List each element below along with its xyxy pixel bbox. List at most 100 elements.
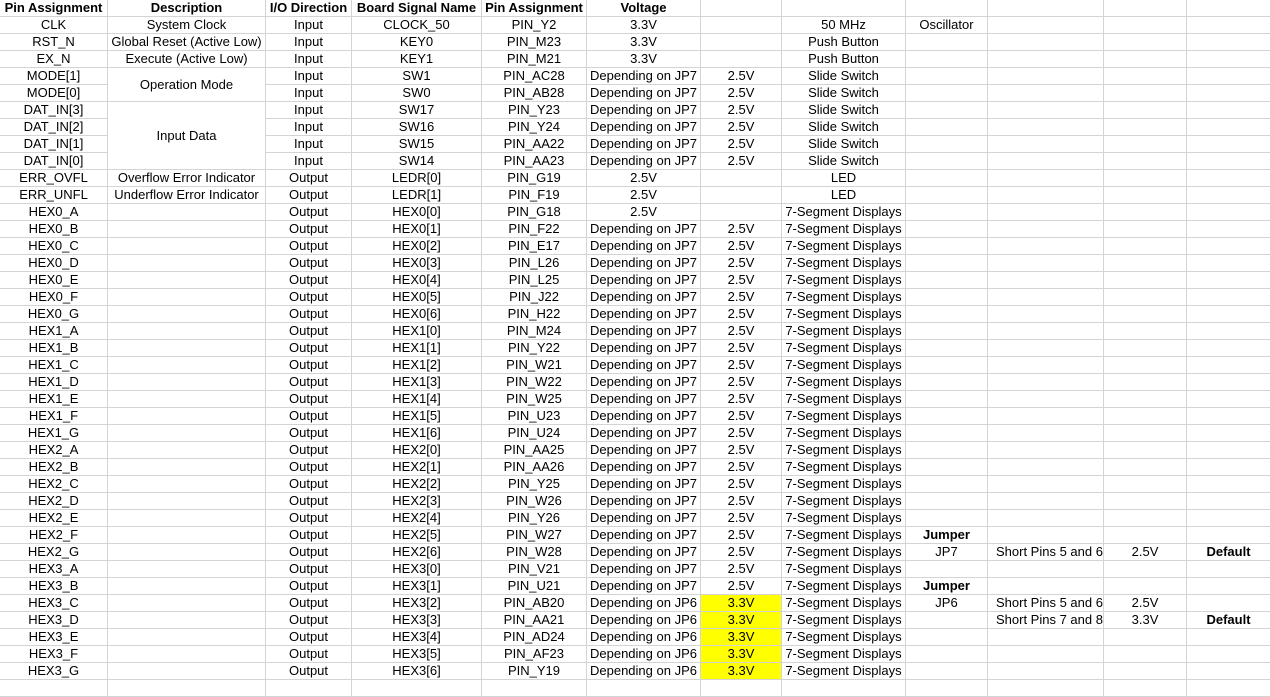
cell-usage[interactable]: 7-Segment Displays bbox=[782, 663, 906, 680]
cell-pin-name[interactable]: HEX1_B bbox=[0, 340, 108, 357]
cell-description[interactable] bbox=[108, 425, 266, 442]
cell-usage[interactable]: Slide Switch bbox=[782, 119, 906, 136]
cell-usage-extra[interactable] bbox=[906, 459, 988, 476]
cell-io-direction[interactable]: Output bbox=[266, 561, 352, 578]
cell-jumper-voltage[interactable] bbox=[1104, 374, 1187, 391]
cell-pin-name[interactable]: HEX3_D bbox=[0, 612, 108, 629]
cell-jumper-config[interactable] bbox=[988, 136, 1104, 153]
cell-board-signal[interactable]: SW14 bbox=[352, 153, 482, 170]
cell-jumper-default[interactable] bbox=[1187, 289, 1270, 306]
cell-board-signal[interactable]: HEX2[1] bbox=[352, 459, 482, 476]
cell-pin-name[interactable]: HEX1_D bbox=[0, 374, 108, 391]
cell-jumper-voltage[interactable] bbox=[1104, 680, 1187, 697]
cell-io-direction[interactable]: Output bbox=[266, 221, 352, 238]
cell-description[interactable]: Underflow Error Indicator bbox=[108, 187, 266, 204]
cell-usage[interactable]: 7-Segment Displays bbox=[782, 221, 906, 238]
cell-voltage[interactable]: Depending on JP6 bbox=[587, 646, 701, 663]
cell-jumper-voltage[interactable] bbox=[1104, 663, 1187, 680]
cell-jumper-config[interactable] bbox=[988, 391, 1104, 408]
cell-voltage[interactable]: Depending on JP7 bbox=[587, 476, 701, 493]
cell-jumper-voltage[interactable] bbox=[1104, 425, 1187, 442]
cell-description[interactable] bbox=[108, 340, 266, 357]
cell-jumper-voltage[interactable] bbox=[1104, 187, 1187, 204]
cell-voltage-value[interactable]: 3.3V bbox=[701, 612, 782, 629]
cell-usage-extra[interactable] bbox=[906, 204, 988, 221]
cell-jumper-voltage[interactable] bbox=[1104, 629, 1187, 646]
cell-jumper-config[interactable] bbox=[988, 221, 1104, 238]
cell-usage[interactable]: 7-Segment Displays bbox=[782, 612, 906, 629]
cell-jumper-default[interactable] bbox=[1187, 442, 1270, 459]
cell-usage[interactable]: 7-Segment Displays bbox=[782, 255, 906, 272]
cell-description[interactable] bbox=[108, 204, 266, 221]
cell-io-direction[interactable]: Output bbox=[266, 629, 352, 646]
cell-board-signal[interactable]: HEX1[4] bbox=[352, 391, 482, 408]
cell-jumper-config[interactable] bbox=[988, 323, 1104, 340]
cell-pin-assignment[interactable]: PIN_M21 bbox=[482, 51, 587, 68]
cell-board-signal[interactable]: KEY1 bbox=[352, 51, 482, 68]
cell-board-signal[interactable]: HEX2[4] bbox=[352, 510, 482, 527]
cell-io-direction[interactable]: Output bbox=[266, 442, 352, 459]
cell-pin-assignment[interactable]: PIN_AF23 bbox=[482, 646, 587, 663]
cell-io-direction[interactable]: Input bbox=[266, 34, 352, 51]
cell-jumper-default[interactable] bbox=[1187, 425, 1270, 442]
cell-pin-assignment[interactable]: PIN_M24 bbox=[482, 323, 587, 340]
cell-voltage[interactable]: Depending on JP7 bbox=[587, 408, 701, 425]
cell-voltage-value[interactable]: 2.5V bbox=[701, 272, 782, 289]
cell-jumper-config[interactable] bbox=[988, 204, 1104, 221]
cell-usage-extra[interactable] bbox=[906, 255, 988, 272]
cell-pin-name[interactable]: DAT_IN[0] bbox=[0, 153, 108, 170]
cell-jumper-voltage[interactable] bbox=[1104, 153, 1187, 170]
cell-pin-assignment[interactable]: PIN_AB28 bbox=[482, 85, 587, 102]
cell-io-direction[interactable]: Input bbox=[266, 119, 352, 136]
cell-jumper-config[interactable] bbox=[988, 68, 1104, 85]
cell-pin-name[interactable]: HEX3_F bbox=[0, 646, 108, 663]
header-usage[interactable] bbox=[782, 0, 906, 17]
cell-jumper-voltage[interactable] bbox=[1104, 476, 1187, 493]
cell-jumper-default[interactable] bbox=[1187, 102, 1270, 119]
cell-description[interactable] bbox=[108, 272, 266, 289]
header-board-signal[interactable]: Board Signal Name bbox=[352, 0, 482, 17]
cell-voltage-value[interactable]: 2.5V bbox=[701, 221, 782, 238]
merged-cell-operation-mode[interactable]: Operation Mode bbox=[108, 68, 266, 102]
cell-pin-name[interactable]: MODE[0] bbox=[0, 85, 108, 102]
cell-jumper-voltage[interactable] bbox=[1104, 442, 1187, 459]
cell-jumper-voltage[interactable]: 2.5V bbox=[1104, 544, 1187, 561]
cell-pin-assignment[interactable]: PIN_AA26 bbox=[482, 459, 587, 476]
cell-board-signal[interactable] bbox=[352, 680, 482, 697]
cell-jumper-voltage[interactable] bbox=[1104, 221, 1187, 238]
cell-description[interactable] bbox=[108, 595, 266, 612]
cell-pin-assignment[interactable] bbox=[482, 680, 587, 697]
cell-voltage[interactable]: Depending on JP6 bbox=[587, 663, 701, 680]
cell-jumper-default[interactable] bbox=[1187, 493, 1270, 510]
cell-description[interactable] bbox=[108, 629, 266, 646]
cell-usage[interactable]: 7-Segment Displays bbox=[782, 459, 906, 476]
cell-jumper-default[interactable] bbox=[1187, 68, 1270, 85]
cell-jumper-default[interactable] bbox=[1187, 510, 1270, 527]
cell-description[interactable] bbox=[108, 442, 266, 459]
cell-voltage-value[interactable]: 2.5V bbox=[701, 408, 782, 425]
cell-usage-extra[interactable] bbox=[906, 238, 988, 255]
cell-voltage-value[interactable]: 2.5V bbox=[701, 561, 782, 578]
cell-usage[interactable]: Slide Switch bbox=[782, 102, 906, 119]
cell-io-direction[interactable]: Output bbox=[266, 340, 352, 357]
cell-pin-name[interactable]: EX_N bbox=[0, 51, 108, 68]
cell-voltage[interactable]: Depending on JP7 bbox=[587, 578, 701, 595]
cell-jumper-voltage[interactable] bbox=[1104, 170, 1187, 187]
cell-jumper-config[interactable] bbox=[988, 340, 1104, 357]
cell-io-direction[interactable]: Output bbox=[266, 374, 352, 391]
cell-jumper-config[interactable] bbox=[988, 102, 1104, 119]
cell-usage-extra[interactable] bbox=[906, 408, 988, 425]
cell-voltage[interactable]: Depending on JP7 bbox=[587, 289, 701, 306]
cell-pin-name[interactable]: MODE[1] bbox=[0, 68, 108, 85]
cell-jumper-voltage[interactable] bbox=[1104, 306, 1187, 323]
cell-jumper-config[interactable] bbox=[988, 187, 1104, 204]
cell-voltage[interactable]: Depending on JP7 bbox=[587, 510, 701, 527]
cell-usage[interactable]: 7-Segment Displays bbox=[782, 629, 906, 646]
cell-usage-extra[interactable] bbox=[906, 51, 988, 68]
cell-jumper-config[interactable]: Short Pins 5 and 6 bbox=[988, 544, 1104, 561]
cell-board-signal[interactable]: HEX2[3] bbox=[352, 493, 482, 510]
cell-board-signal[interactable]: HEX1[5] bbox=[352, 408, 482, 425]
cell-io-direction[interactable]: Output bbox=[266, 357, 352, 374]
cell-usage-extra[interactable] bbox=[906, 34, 988, 51]
cell-board-signal[interactable]: HEX3[2] bbox=[352, 595, 482, 612]
